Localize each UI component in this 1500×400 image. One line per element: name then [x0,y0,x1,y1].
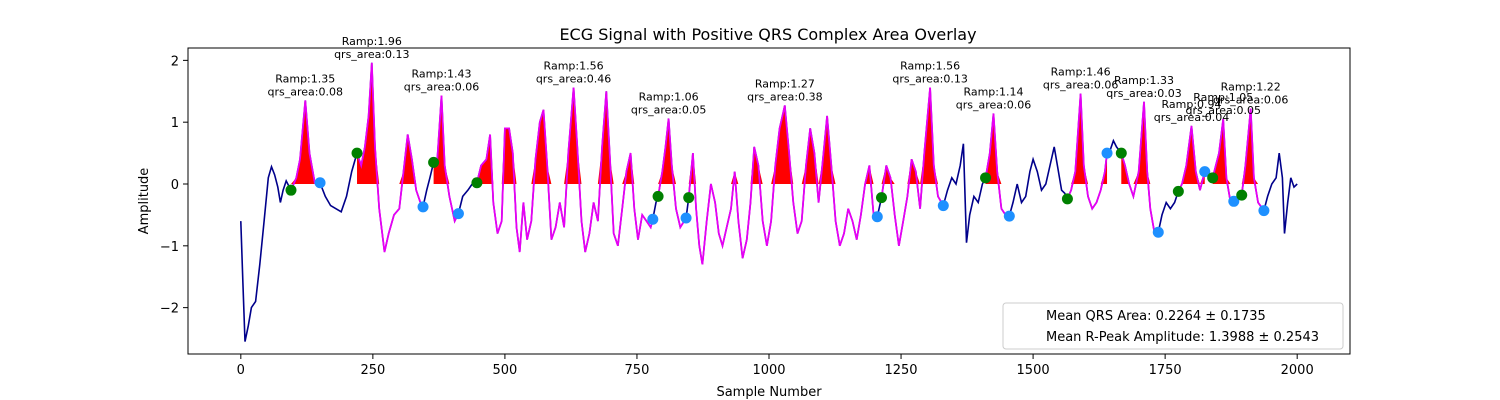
s-point-marker-3 [452,208,464,220]
s-point-marker-1 [314,177,326,189]
s-point-marker-6 [871,211,883,223]
qrs-segment-5 [657,118,687,230]
s-point-marker-11 [1199,166,1211,178]
q-point-marker-3 [428,156,440,168]
legend-entry-mean-r-peak-amplitude: Mean R-Peak Amplitude: 1.3988 ± 0.2543 [1046,330,1319,345]
y-axis-label: Amplitude [137,168,152,235]
x-axis-label: Sample Number [716,385,822,400]
x-tick-label: 2000 [1281,363,1314,378]
x-tick-label: 750 [625,363,650,378]
y-tick-label: −2 [160,302,179,317]
x-tick-label: 1250 [884,363,917,378]
beat-annotation-7: Ramp:1.56 qrs_area:0.13 [892,60,967,86]
qrs-area-fill-8 [985,113,1002,184]
x-axis: 0 250 500 750 1000 1250 1500 1750 2000 [237,354,1314,378]
qrs-segment-9 [1066,93,1108,211]
s-point-marker-12 [1228,195,1240,207]
y-tick-label: 2 [171,54,179,69]
beat-annotation-3: Ramp:1.43 qrs_area:0.06 [404,68,479,94]
q-point-marker-12 [1207,172,1219,184]
qrs-area-fill-2 [357,62,417,184]
beat-annotation-11: Ramp:0.94 qrs_area:0.04 [1154,98,1229,124]
s-point-marker-9 [1101,147,1113,159]
beat-annotation-4: Ramp:1.56 qrs_area:0.46 [536,60,611,86]
qrs-segment-10 [1120,101,1159,235]
q-point-marker-7 [876,192,888,204]
beat-annotation-5: Ramp:1.06 qrs_area:0.05 [631,90,706,116]
y-tick-label: −1 [160,240,179,255]
y-tick-label: 1 [171,116,179,131]
beat-annotation-1: Ramp:1.35 qrs_area:0.08 [268,73,343,99]
q-point-marker-2 [351,147,363,159]
qrs-area-fill-9 [1071,93,1108,184]
q-point-marker-9 [1061,193,1073,205]
q-point-marker-11 [1172,185,1184,197]
s-point-marker-13 [1258,205,1270,217]
s-point-marker-5 [680,212,692,224]
q-point-marker-1 [285,184,297,196]
x-tick-label: 0 [237,363,245,378]
legend-entry-mean-qrs-area: Mean QRS Area: 0.2264 ± 0.1735 [1046,309,1266,324]
x-tick-label: 500 [492,363,517,378]
s-point-marker-8 [1003,210,1015,222]
qrs-segment-6 [687,105,878,265]
y-axis: −2 −1 0 1 2 [160,54,188,317]
qrs-area-fill-1 [290,100,321,184]
beat-annotation-10: Ramp:1.33 qrs_area:0.03 [1106,74,1181,100]
beat-annotation-9: Ramp:1.46 qrs_area:0.06 [1043,66,1118,92]
x-tick-label: 1750 [1149,363,1182,378]
qrs-segment-2 [356,62,424,253]
qrs-segment-13 [1240,108,1265,212]
beat-annotation-2: Ramp:1.96 qrs_area:0.13 [334,35,409,61]
s-point-marker-10 [1152,226,1164,238]
plot-area: Ramp:1.35 qrs_area:0.08 Ramp:1.96 qrs_area:… [240,35,1298,342]
beat-annotation-8: Ramp:1.14 qrs_area:0.06 [956,86,1031,112]
q-point-marker-13 [1236,189,1248,201]
qrs-segment-11 [1177,125,1206,192]
q-point-marker-6 [683,192,695,204]
beat-annotation-12: Ramp:1.05 qrs_area:0.05 [1186,91,1261,117]
chart-title: ECG Signal with Positive QRS Complex Are… [559,25,976,44]
y-tick-label: 0 [171,178,179,193]
qrs-segment-7 [880,87,945,246]
legend-box [1002,302,1344,350]
q-point-marker-5 [652,190,664,202]
qrs-segment-4 [476,87,654,253]
s-point-marker-7 [937,200,949,212]
s-point-marker-4 [647,213,659,225]
x-tick-label: 250 [360,363,385,378]
q-point-marker-10 [1115,147,1127,159]
q-point-marker-8 [980,172,992,184]
legend: Mean QRS Area: 0.2264 ± 0.1735 Mean R-Pe… [1002,302,1344,350]
q-point-marker-4 [471,177,483,189]
x-tick-label: 1000 [752,363,785,378]
qrs-area-fill-12 [1212,119,1231,184]
beat-annotation-6: Ramp:1.27 qrs_area:0.38 [747,77,822,103]
s-point-marker-2 [417,201,429,213]
x-tick-label: 1500 [1017,363,1050,378]
beat-annotation-13: Ramp:1.22 qrs_area:0.06 [1213,81,1288,107]
